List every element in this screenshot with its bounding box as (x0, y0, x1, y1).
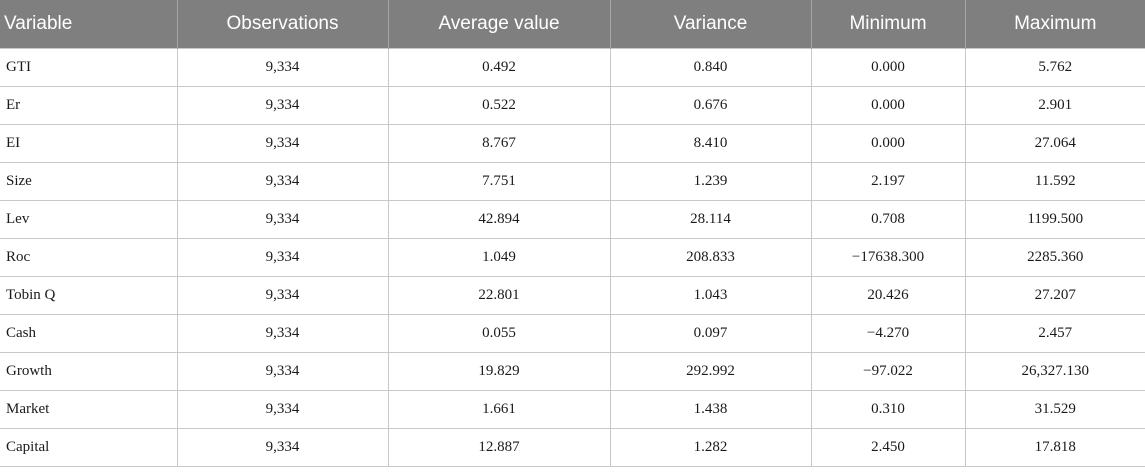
variance-cell: 292.992 (609, 352, 812, 391)
maximum-cell: 2285.360 (964, 238, 1145, 277)
variable-cell: Er (0, 86, 178, 125)
table-row: GTI 9,334 0.492 0.840 0.000 5.762 (0, 48, 1145, 87)
average-value-cell: 12.887 (387, 428, 611, 467)
variance-cell: 1.438 (609, 390, 812, 429)
minimum-cell: −17638.300 (810, 238, 966, 277)
variable-cell: Tobin Q (0, 276, 178, 315)
maximum-cell: 5.762 (964, 48, 1145, 87)
average-value-cell: 0.492 (387, 48, 611, 87)
variable-cell: Roc (0, 238, 178, 277)
table-row: Er 9,334 0.522 0.676 0.000 2.901 (0, 86, 1145, 125)
variable-cell: Capital (0, 428, 178, 467)
variance-cell: 0.676 (609, 86, 812, 125)
variable-cell: Market (0, 390, 178, 429)
minimum-cell: −97.022 (810, 352, 966, 391)
average-value-cell: 7.751 (387, 162, 611, 201)
variable-cell: EI (0, 124, 178, 163)
observations-cell: 9,334 (176, 86, 389, 125)
variable-cell: GTI (0, 48, 178, 87)
minimum-cell: 2.197 (810, 162, 966, 201)
minimum-cell: 0.000 (810, 86, 966, 125)
variance-cell: 28.114 (609, 200, 812, 239)
table-row: Roc 9,334 1.049 208.833 −17638.300 2285.360 (0, 238, 1145, 277)
observations-cell: 9,334 (176, 428, 389, 467)
table-row: Capital 9,334 12.887 1.282 2.450 17.818 (0, 428, 1145, 467)
header-row: Variable Observations Average value Vari… (0, 0, 1145, 49)
minimum-cell: 0.310 (810, 390, 966, 429)
average-value-cell: 1.661 (387, 390, 611, 429)
maximum-cell: 2.457 (964, 314, 1145, 353)
observations-cell: 9,334 (176, 162, 389, 201)
observations-cell: 9,334 (176, 390, 389, 429)
minimum-cell: 0.708 (810, 200, 966, 239)
observations-cell: 9,334 (176, 238, 389, 277)
variance-cell: 1.239 (609, 162, 812, 201)
average-value-cell: 8.767 (387, 124, 611, 163)
average-value-cell: 42.894 (387, 200, 611, 239)
variable-cell: Size (0, 162, 178, 201)
average-value-cell: 1.049 (387, 238, 611, 277)
average-value-cell: 0.055 (387, 314, 611, 353)
header-average-value: Average value (387, 0, 610, 49)
minimum-cell: 20.426 (810, 276, 966, 315)
average-value-cell: 22.801 (387, 276, 611, 315)
maximum-cell: 2.901 (964, 86, 1145, 125)
header-minimum: Minimum (810, 0, 965, 49)
variable-cell: Growth (0, 352, 178, 391)
table-body: GTI 9,334 0.492 0.840 0.000 5.762 Er 9,334 0.522… (0, 48, 1145, 467)
header-observations: Observations (176, 0, 388, 49)
table-row: Size 9,334 7.751 1.239 2.197 11.592 (0, 162, 1145, 201)
variance-cell: 8.410 (609, 124, 812, 163)
variable-cell: Cash (0, 314, 178, 353)
minimum-cell: 0.000 (810, 48, 966, 87)
observations-cell: 9,334 (176, 124, 389, 163)
observations-cell: 9,334 (176, 352, 389, 391)
variable-cell: Lev (0, 200, 178, 239)
table-row: EI 9,334 8.767 8.410 0.000 27.064 (0, 124, 1145, 163)
variance-cell: 0.840 (609, 48, 812, 87)
maximum-cell: 17.818 (964, 428, 1145, 467)
header-maximum: Maximum (964, 0, 1145, 49)
minimum-cell: 2.450 (810, 428, 966, 467)
observations-cell: 9,334 (176, 48, 389, 87)
maximum-cell: 26,327.130 (964, 352, 1145, 391)
maximum-cell: 31.529 (964, 390, 1145, 429)
average-value-cell: 0.522 (387, 86, 611, 125)
table-row: Cash 9,334 0.055 0.097 −4.270 2.457 (0, 314, 1145, 353)
maximum-cell: 11.592 (964, 162, 1145, 201)
variance-cell: 0.097 (609, 314, 812, 353)
observations-cell: 9,334 (176, 276, 389, 315)
variance-cell: 1.282 (609, 428, 812, 467)
variance-cell: 208.833 (609, 238, 812, 277)
table-row: Growth 9,334 19.829 292.992 −97.022 26,327.13… (0, 352, 1145, 391)
variance-cell: 1.043 (609, 276, 812, 315)
maximum-cell: 27.207 (964, 276, 1145, 315)
average-value-cell: 19.829 (387, 352, 611, 391)
observations-cell: 9,334 (176, 200, 389, 239)
table-header: Variable Observations Average value Vari… (0, 0, 1145, 49)
maximum-cell: 1199.500 (964, 200, 1145, 239)
header-variance: Variance (609, 0, 811, 49)
table-row: Lev 9,334 42.894 28.114 0.708 1199.500 (0, 200, 1145, 239)
header-variable: Variable (0, 0, 177, 49)
table-row: Market 9,334 1.661 1.438 0.310 31.529 (0, 390, 1145, 429)
minimum-cell: 0.000 (810, 124, 966, 163)
maximum-cell: 27.064 (964, 124, 1145, 163)
table-row: Tobin Q 9,334 22.801 1.043 20.426 27.207 (0, 276, 1145, 315)
minimum-cell: −4.270 (810, 314, 966, 353)
observations-cell: 9,334 (176, 314, 389, 353)
